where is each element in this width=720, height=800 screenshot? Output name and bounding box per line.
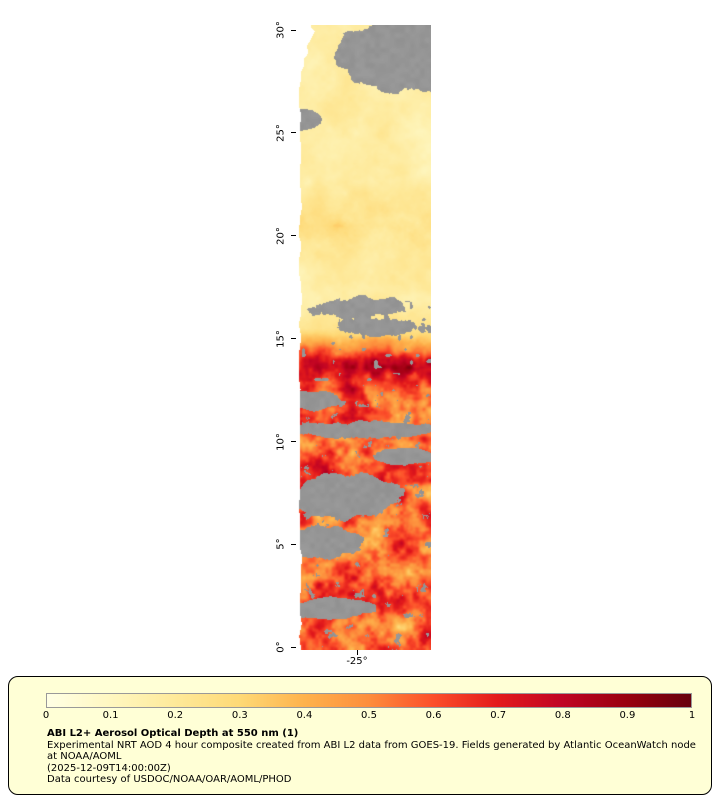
lon-tick-mark [357,650,358,655]
colorbar-tick-label: 0.4 [296,710,313,721]
legend-text-block: ABI L2+ Aerosol Optical Depth at 550 nm … [47,728,697,786]
lat-tick-mark [291,29,296,31]
colorbar-tick-label: 0.5 [361,710,377,721]
colorbar-tick-label: 0.7 [490,710,507,721]
lat-tick-label: 25° [275,124,287,142]
colorbar-tick-label: 0.2 [167,710,184,721]
lat-tick-label: 20° [275,226,287,245]
colorbar-tick-label: 0.1 [102,710,119,721]
lat-tick-mark [291,543,296,545]
colorbar-tick-label: 0.8 [554,710,571,721]
lat-tick-mark [291,338,296,340]
legend-timestamp: (2025-12-09T14:00:00Z) [47,762,171,774]
lat-tick-label: 30° [275,21,287,40]
lat-tick-mark [291,235,296,237]
colorbar-tick-label: 1 [688,710,696,721]
legend-description: Experimental NRT AOD 4 hour composite cr… [47,739,696,763]
lat-tick-label: 0° [275,641,287,653]
legend-title: ABI L2+ Aerosol Optical Depth at 550 nm … [47,728,299,739]
aod-map: 30° 25° 20° 15° 10° 5° 0° -25° [275,21,431,667]
lat-tick-label: 5° [275,538,287,551]
lat-tick-mark [291,441,296,443]
legend-panel: 0 0.1 0.2 0.3 0.4 0.5 0.6 0.7 0.8 0.9 1 ABI L2+ Ae… [8,676,712,795]
lat-tick-label: 15° [275,329,287,348]
colorbar-tick-label: 0.9 [619,710,636,721]
lat-tick-label: 10° [275,432,287,451]
colorbar-tick-label: 0.6 [425,710,442,721]
lon-tick-label: -25° [346,656,368,667]
lat-tick-mark [291,132,296,134]
colorbar [46,693,692,708]
colorbar-tick-labels: 0 0.1 0.2 0.3 0.4 0.5 0.6 0.7 0.8 0.9 1 [42,710,696,723]
aod-map-raster [297,25,431,650]
legend-credit: Data courtesy of USDOC/NOAA/OAR/AOML/PHO… [47,774,292,785]
lat-tick-mark [291,646,296,648]
colorbar-tick-label: 0 [42,710,50,721]
colorbar-tick-label: 0.3 [231,710,248,721]
